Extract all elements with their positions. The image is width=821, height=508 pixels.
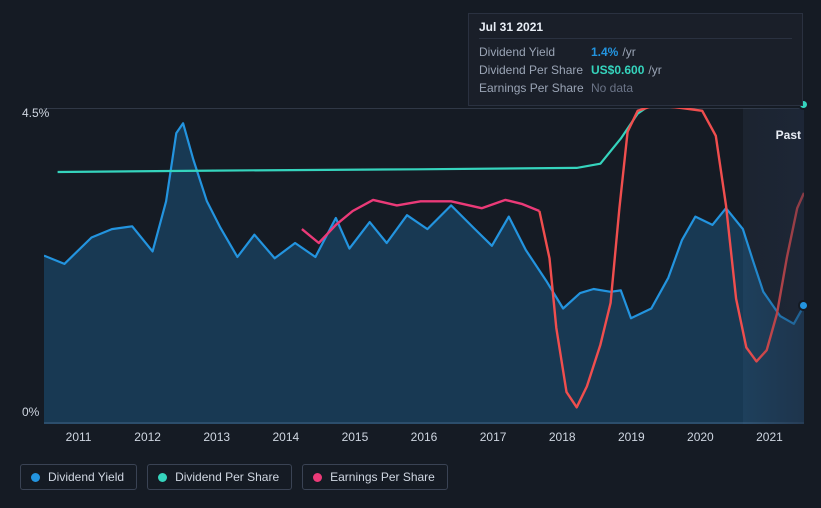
x-tick-label: 2016: [389, 430, 458, 446]
y-axis-bottom-label: 0%: [22, 405, 39, 419]
tooltip: Jul 31 2021 Dividend Yield1.4%/yrDividen…: [468, 13, 803, 106]
x-tick-label: 2012: [113, 430, 182, 446]
x-tick-label: 2018: [528, 430, 597, 446]
tooltip-row-label: Dividend Per Share: [479, 61, 591, 79]
x-tick-label: 2015: [320, 430, 389, 446]
x-tick-label: 2019: [597, 430, 666, 446]
tooltip-row: Dividend Yield1.4%/yr: [479, 43, 792, 61]
tooltip-row-value: No data: [591, 79, 633, 97]
tooltip-row-unit: /yr: [648, 63, 661, 77]
x-tick-label: 2021: [735, 430, 804, 446]
tooltip-date: Jul 31 2021: [479, 20, 792, 39]
legend-label: Dividend Per Share: [175, 470, 279, 484]
legend-label: Earnings Per Share: [330, 470, 435, 484]
end-marker-yield: [798, 300, 809, 311]
legend-dot-icon: [31, 473, 40, 482]
legend-label: Dividend Yield: [48, 470, 124, 484]
tooltip-row: Earnings Per ShareNo data: [479, 79, 792, 97]
tooltip-row-label: Earnings Per Share: [479, 79, 591, 97]
legend-dot-icon: [313, 473, 322, 482]
legend-item-dividend-yield[interactable]: Dividend Yield: [20, 464, 137, 490]
tooltip-row-unit: /yr: [622, 45, 635, 59]
legend-dot-icon: [158, 473, 167, 482]
legend-item-dividend-per-share[interactable]: Dividend Per Share: [147, 464, 292, 490]
tooltip-row-label: Dividend Yield: [479, 43, 591, 61]
tooltip-row-value: US$0.600/yr: [591, 61, 662, 79]
tooltip-row-value: 1.4%/yr: [591, 43, 636, 61]
x-tick-label: 2011: [44, 430, 113, 446]
legend: Dividend Yield Dividend Per Share Earnings…: [20, 464, 448, 490]
tooltip-row: Dividend Per ShareUS$0.600/yr: [479, 61, 792, 79]
x-tick-label: 2017: [459, 430, 528, 446]
legend-item-earnings-per-share[interactable]: Earnings Per Share: [302, 464, 448, 490]
x-tick-label: 2014: [251, 430, 320, 446]
x-tick-label: 2013: [182, 430, 251, 446]
chart-plot: [44, 108, 804, 424]
x-tick-label: 2020: [666, 430, 735, 446]
x-axis: 2011201220132014201520162017201820192020…: [44, 430, 804, 446]
past-label: Past: [776, 128, 801, 142]
